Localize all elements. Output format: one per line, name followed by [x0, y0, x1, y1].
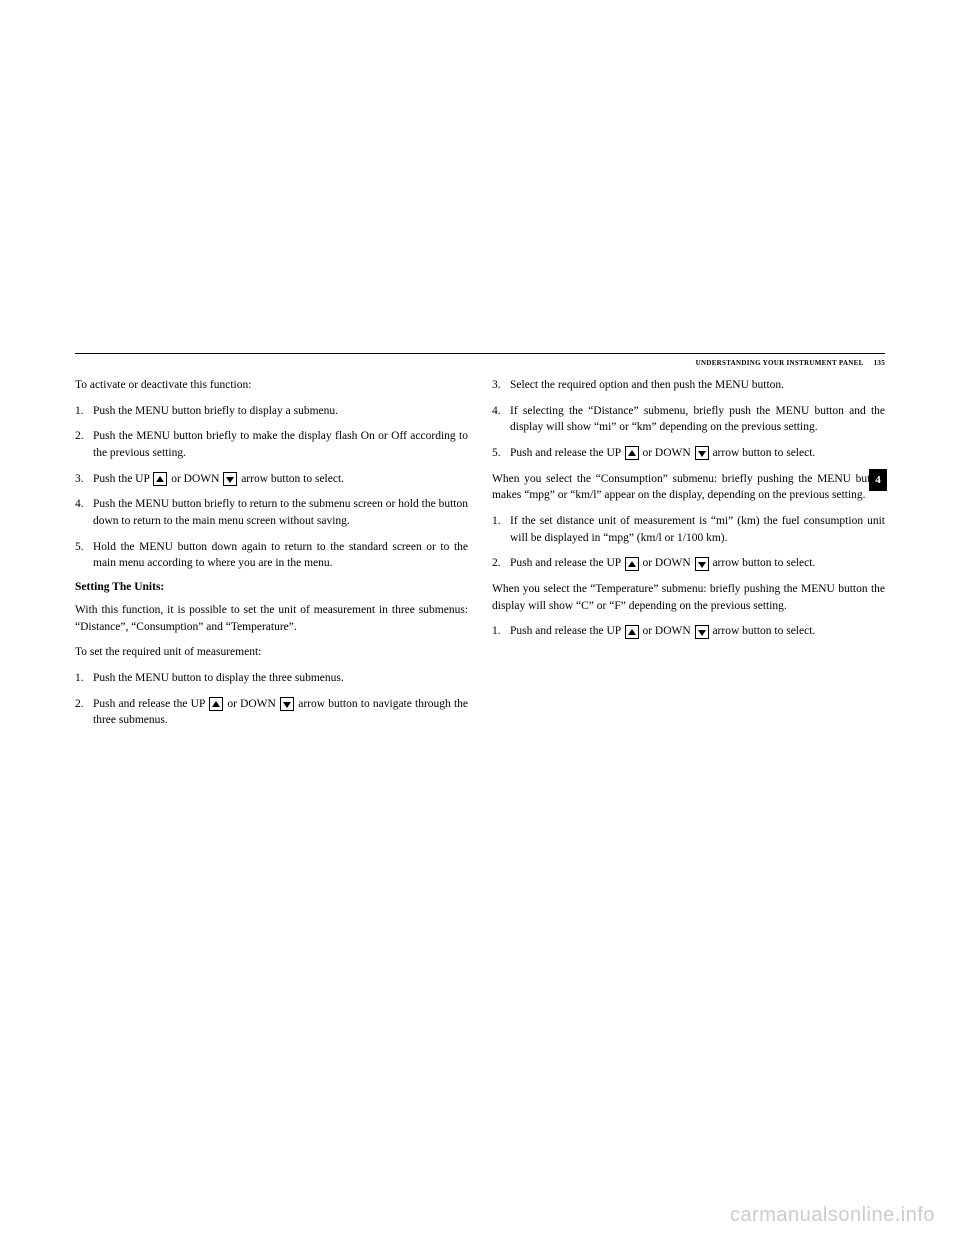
paragraph: With this function, it is possible to se…: [75, 602, 468, 635]
list-number: 1.: [75, 403, 93, 420]
section-title: UNDERSTANDING YOUR INSTRUMENT PANEL: [696, 359, 864, 367]
text-segment: or DOWN: [171, 473, 219, 485]
text-segment: Push and release the UP: [510, 447, 621, 459]
arrow-up-icon: [625, 625, 639, 639]
list-text: Push and release the UP or DOWN arrow bu…: [93, 696, 468, 729]
list-text: Push the MENU button briefly to return t…: [93, 496, 468, 529]
list-text: Push the MENU button briefly to make the…: [93, 428, 468, 461]
text-segment: or DOWN: [642, 447, 690, 459]
text-segment: arrow button to select.: [241, 473, 344, 485]
text-segment: arrow button to select.: [712, 447, 815, 459]
list-number: 4.: [492, 403, 510, 436]
list-item: 1. Push and release the UP or DOWN arrow…: [492, 623, 885, 640]
list-text: If selecting the “Distance” submenu, bri…: [510, 403, 885, 436]
list-text: Push the MENU button to display the thre…: [93, 670, 468, 687]
list-item: 5. Push and release the UP or DOWN arrow…: [492, 445, 885, 462]
arrow-down-icon: [280, 697, 294, 711]
text-segment: Push and release the UP: [93, 698, 205, 710]
right-column: 3. Select the required option and then p…: [492, 377, 885, 738]
watermark: carmanualsonline.info: [730, 1204, 935, 1227]
arrow-up-icon: [209, 697, 223, 711]
section-tab: 4: [869, 469, 887, 491]
list-item: 2. Push the MENU button briefly to make …: [75, 428, 468, 461]
text-segment: Push and release the UP: [510, 625, 621, 637]
text-segment: or DOWN: [227, 698, 276, 710]
list-text: Push and release the UP or DOWN arrow bu…: [510, 445, 885, 462]
list-text: Push the MENU button briefly to display …: [93, 403, 468, 420]
list-text: Hold the MENU button down again to retur…: [93, 539, 468, 572]
list-number: 2.: [75, 696, 93, 729]
heading: Setting The Units:: [75, 581, 468, 593]
intro-text: To activate or deactivate this function:: [75, 377, 468, 394]
left-column: To activate or deactivate this function:…: [75, 377, 468, 738]
text-segment: Push and release the UP: [510, 557, 621, 569]
list-number: 5.: [75, 539, 93, 572]
list-item: 1. Push the MENU button briefly to displ…: [75, 403, 468, 420]
content-columns: To activate or deactivate this function:…: [75, 377, 885, 738]
list-item: 1. Push the MENU button to display the t…: [75, 670, 468, 687]
list-item: 1. If the set distance unit of measureme…: [492, 513, 885, 546]
arrow-down-icon: [695, 557, 709, 571]
list-number: 2.: [492, 555, 510, 572]
text-segment: Push the UP: [93, 473, 149, 485]
list-number: 3.: [492, 377, 510, 394]
list-number: 1.: [492, 513, 510, 546]
paragraph: When you select the “Consumption” submen…: [492, 471, 885, 504]
list-text: Push and release the UP or DOWN arrow bu…: [510, 555, 885, 572]
text-segment: or DOWN: [642, 625, 690, 637]
arrow-up-icon: [625, 446, 639, 460]
list-number: 2.: [75, 428, 93, 461]
list-text: If the set distance unit of measurement …: [510, 513, 885, 546]
page-container: UNDERSTANDING YOUR INSTRUMENT PANEL 135 …: [75, 353, 885, 893]
paragraph: When you select the “Temperature” submen…: [492, 581, 885, 614]
list-item: 3. Select the required option and then p…: [492, 377, 885, 394]
list-text: Select the required option and then push…: [510, 377, 885, 394]
list-text: Push and release the UP or DOWN arrow bu…: [510, 623, 885, 640]
text-segment: arrow button to select.: [712, 625, 815, 637]
list-text: Push the UP or DOWN arrow button to sele…: [93, 471, 468, 488]
page-header: UNDERSTANDING YOUR INSTRUMENT PANEL 135: [75, 356, 885, 367]
text-segment: arrow button to select.: [712, 557, 815, 569]
page-number: 135: [874, 359, 885, 367]
paragraph: To set the required unit of measurement:: [75, 644, 468, 661]
list-number: 3.: [75, 471, 93, 488]
arrow-down-icon: [223, 472, 237, 486]
list-number: 1.: [75, 670, 93, 687]
list-number: 4.: [75, 496, 93, 529]
list-item: 5. Hold the MENU button down again to re…: [75, 539, 468, 572]
list-number: 1.: [492, 623, 510, 640]
arrow-up-icon: [625, 557, 639, 571]
text-segment: or DOWN: [642, 557, 690, 569]
arrow-down-icon: [695, 446, 709, 460]
list-item: 2. Push and release the UP or DOWN arrow…: [492, 555, 885, 572]
list-item: 4. If selecting the “Distance” submenu, …: [492, 403, 885, 436]
arrow-up-icon: [153, 472, 167, 486]
list-item: 4. Push the MENU button briefly to retur…: [75, 496, 468, 529]
list-item: 2. Push and release the UP or DOWN arrow…: [75, 696, 468, 729]
list-item: 3. Push the UP or DOWN arrow button to s…: [75, 471, 468, 488]
list-number: 5.: [492, 445, 510, 462]
arrow-down-icon: [695, 625, 709, 639]
